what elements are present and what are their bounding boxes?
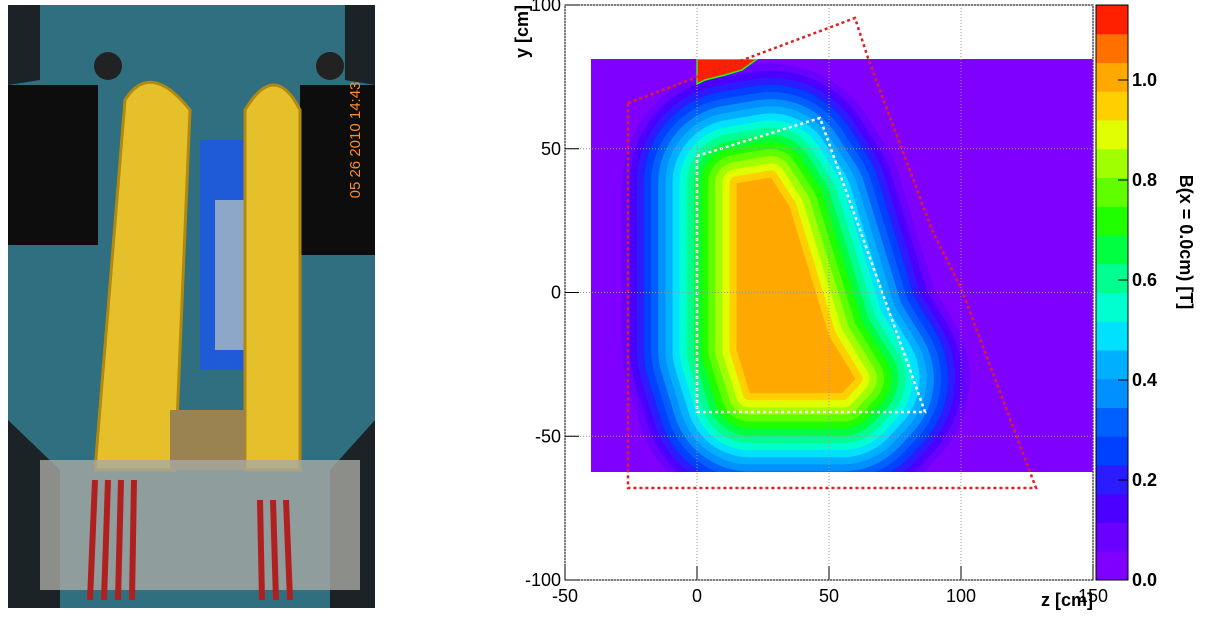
y-tick-label: 0 — [551, 283, 561, 303]
magnet-outline — [626, 16, 1038, 490]
coil — [243, 83, 302, 472]
x-tick-label: 0 — [692, 586, 702, 606]
colorbar-label: B(x = 0.0cm) [T] — [1176, 175, 1196, 310]
colorbar-band — [1096, 407, 1128, 437]
colorbar-band — [1096, 120, 1128, 150]
colorbar-tick-label: 0.6 — [1132, 270, 1157, 290]
x-tick-label: -50 — [552, 586, 578, 606]
colorbar-band — [1096, 235, 1128, 265]
colorbar-band — [1096, 33, 1128, 63]
bolt — [316, 52, 344, 80]
cover — [40, 460, 360, 590]
colorbar-frame — [1095, 4, 1129, 581]
colorbar-band — [1096, 321, 1128, 351]
colorbar-tick-label: 1.0 — [1132, 70, 1157, 90]
x-tick-label: 50 — [819, 586, 839, 606]
x-tick-label: 100 — [946, 586, 976, 606]
colorbar-band — [1096, 5, 1128, 35]
colorbar-band — [1096, 177, 1128, 207]
colorbar-band — [1096, 292, 1128, 322]
cables — [87, 479, 293, 601]
dark-panel — [300, 85, 375, 255]
colorbar-band — [1096, 436, 1128, 466]
y-tick-label: -50 — [535, 426, 561, 446]
photo: 05 26 2010 14:43 — [8, 5, 375, 608]
bolt — [94, 52, 122, 80]
colorbar-tick-label: 0.8 — [1132, 170, 1157, 190]
coil — [93, 80, 192, 472]
photo-timestamp: 05 26 2010 14:43 — [347, 82, 364, 199]
y-tick-label: 100 — [531, 0, 561, 15]
colorbar-tick-label: 0.4 — [1132, 370, 1157, 390]
colorbar-band — [1096, 263, 1128, 293]
colorbar-band — [1096, 551, 1128, 581]
pole-outline — [695, 116, 927, 414]
y-axis-label: y [cm] — [512, 5, 532, 58]
colorbar-band — [1096, 378, 1128, 408]
colorbar-tick-label: 0.0 — [1132, 570, 1157, 590]
field-map — [591, 59, 1093, 472]
colorbar-tick-label: 0.2 — [1132, 470, 1157, 490]
colorbar-band — [1096, 350, 1128, 380]
colorbar-band — [1096, 522, 1128, 552]
x-axis-label: z [cm] — [1041, 590, 1093, 610]
colorbar-band — [1096, 493, 1128, 523]
colorbar-band — [1096, 206, 1128, 236]
y-tick-label: -100 — [525, 570, 561, 590]
colorbar-band — [1096, 62, 1128, 92]
dark-panel — [8, 85, 98, 245]
x-tick-label: 150 — [1078, 586, 1108, 606]
colorbar-band — [1096, 148, 1128, 178]
y-tick-label: 50 — [541, 139, 561, 159]
colorbar-band — [1096, 91, 1128, 121]
field-band — [736, 177, 856, 394]
